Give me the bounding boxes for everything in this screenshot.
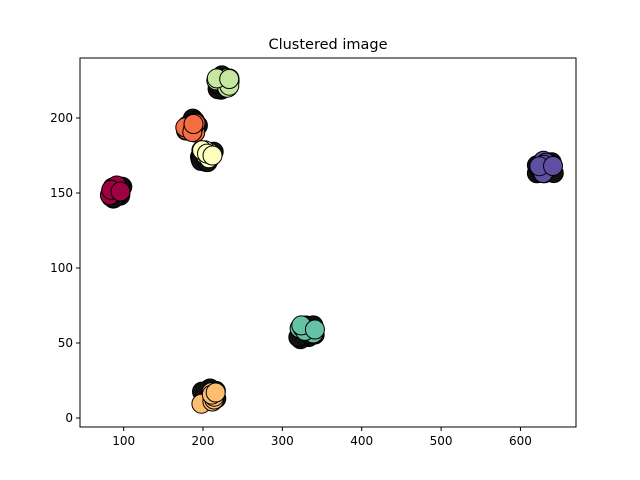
- cluster-3: [190, 140, 224, 173]
- cluster-highlight-point: [110, 181, 131, 202]
- cluster-1: [99, 175, 133, 209]
- cluster-6: [288, 315, 325, 350]
- x-tick-label: 300: [271, 434, 294, 448]
- y-tick-label: 0: [65, 411, 73, 425]
- cluster-highlight-point: [202, 145, 223, 166]
- y-tick-label: 100: [50, 261, 73, 275]
- x-tick-label: 200: [192, 434, 215, 448]
- cluster-highlight-point: [205, 382, 226, 403]
- cluster-7: [526, 150, 564, 184]
- y-tick-label: 200: [50, 111, 73, 125]
- cluster-highlight-point: [183, 114, 204, 134]
- plot-frame: [79, 57, 577, 428]
- cluster-highlight-point: [304, 319, 325, 340]
- points-layer: [99, 65, 564, 414]
- cluster-4: [206, 65, 240, 100]
- x-tick-label: 400: [350, 434, 373, 448]
- chart-title: Clustered image: [268, 37, 387, 53]
- x-tick-label: 500: [430, 434, 453, 448]
- cluster-2: [175, 108, 208, 143]
- y-tick-label: 50: [58, 336, 73, 350]
- y-axis: 0 50 100 150 200: [50, 111, 80, 425]
- y-tick-label: 150: [50, 186, 73, 200]
- cluster-highlight-point: [543, 156, 563, 176]
- cluster-highlight-point: [219, 69, 240, 89]
- x-tick-label: 600: [509, 434, 532, 448]
- x-tick-label: 100: [112, 434, 135, 448]
- x-axis: 100 200 300 400 500 600: [112, 427, 532, 448]
- cluster-5: [191, 378, 227, 414]
